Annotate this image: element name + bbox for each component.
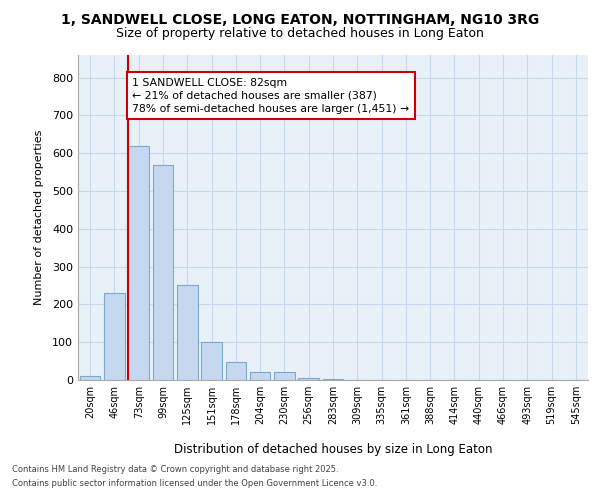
Text: Contains public sector information licensed under the Open Government Licence v3: Contains public sector information licen…: [12, 480, 377, 488]
Bar: [104, 293, 125, 380]
Bar: [298, 378, 319, 380]
Text: Contains HM Land Registry data © Crown copyright and database right 2025.: Contains HM Land Registry data © Crown c…: [12, 466, 338, 474]
Bar: [80, 376, 100, 380]
Bar: [226, 362, 246, 380]
Y-axis label: Number of detached properties: Number of detached properties: [34, 130, 44, 305]
Text: 1 SANDWELL CLOSE: 82sqm
← 21% of detached houses are smaller (387)
78% of semi-d: 1 SANDWELL CLOSE: 82sqm ← 21% of detache…: [132, 78, 409, 114]
Text: 1, SANDWELL CLOSE, LONG EATON, NOTTINGHAM, NG10 3RG: 1, SANDWELL CLOSE, LONG EATON, NOTTINGHA…: [61, 12, 539, 26]
Bar: [152, 164, 173, 380]
Bar: [177, 285, 197, 380]
Text: Size of property relative to detached houses in Long Eaton: Size of property relative to detached ho…: [116, 28, 484, 40]
Bar: [250, 372, 271, 380]
Text: Distribution of detached houses by size in Long Eaton: Distribution of detached houses by size …: [174, 442, 492, 456]
Bar: [274, 372, 295, 380]
Bar: [128, 146, 149, 380]
Bar: [201, 342, 222, 380]
Bar: [323, 379, 343, 380]
